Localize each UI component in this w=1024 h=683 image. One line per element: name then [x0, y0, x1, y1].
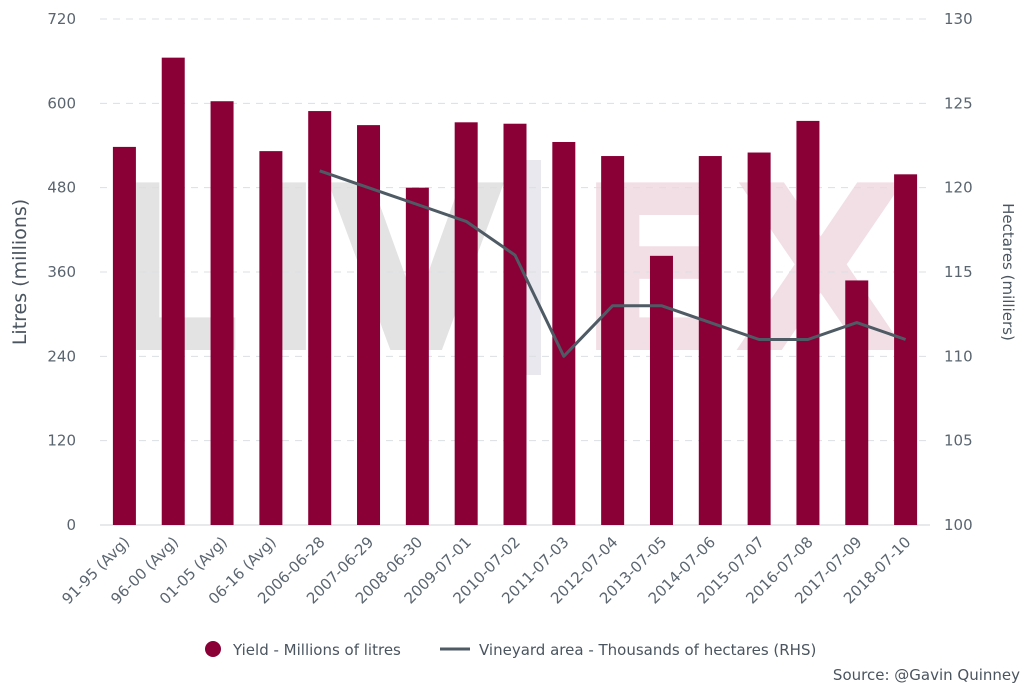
bar [845, 280, 869, 525]
y-tick-label-left: 480 [47, 179, 76, 197]
y-tick-label-right: 130 [944, 10, 973, 28]
legend-bar-marker [205, 641, 221, 657]
bar [357, 125, 381, 525]
bar [308, 111, 332, 525]
line-series [319, 169, 907, 358]
y-tick-label-right: 120 [944, 179, 973, 197]
bar [112, 146, 136, 525]
bar [649, 255, 673, 525]
legend-bar-label: Yield - Millions of litres [232, 641, 401, 659]
bar [405, 187, 429, 525]
legend-line-label: Vineyard area - Thousands of hectares (R… [479, 641, 816, 659]
bar [210, 101, 234, 525]
y-axis-label-right: Hectares (milliers) [999, 203, 1017, 341]
source-note: Source: @Gavin Quinney [833, 666, 1020, 683]
y-axis-label-left: Litres (millions) [9, 199, 31, 345]
bar [698, 156, 722, 525]
y-tick-label-left: 0 [66, 516, 76, 534]
y-tick-label-right: 105 [944, 432, 973, 450]
y-tick-label-right: 125 [944, 94, 973, 112]
right-axis-ticks: 100 105 110 115 120 125 130 [944, 10, 973, 534]
y-tick-label-left: 720 [47, 10, 76, 28]
bar [259, 151, 283, 525]
bar [552, 141, 576, 525]
left-axis-ticks: 0 120 240 360 480 600 720 [47, 10, 76, 534]
y-tick-label-right: 115 [944, 263, 973, 281]
y-tick-label-left: 240 [47, 347, 76, 365]
x-axis-ticks: 91-95 (Avg)96-00 (Avg)01-05 (Avg)06-16 (… [58, 533, 914, 608]
bar [894, 174, 918, 525]
y-tick-label-right: 100 [944, 516, 973, 534]
y-tick-label-right: 110 [944, 347, 973, 365]
bar [503, 123, 527, 525]
bar [161, 57, 185, 526]
y-tick-label-left: 120 [47, 432, 76, 450]
bar [796, 120, 820, 526]
bar-series [112, 57, 918, 526]
bar [601, 156, 625, 525]
legend: Yield - Millions of litres Vineyard area… [205, 641, 816, 659]
bar [454, 122, 478, 525]
y-tick-label-left: 360 [47, 263, 76, 281]
y-tick-label-left: 600 [47, 94, 76, 112]
vineyard-area-line [319, 169, 907, 358]
